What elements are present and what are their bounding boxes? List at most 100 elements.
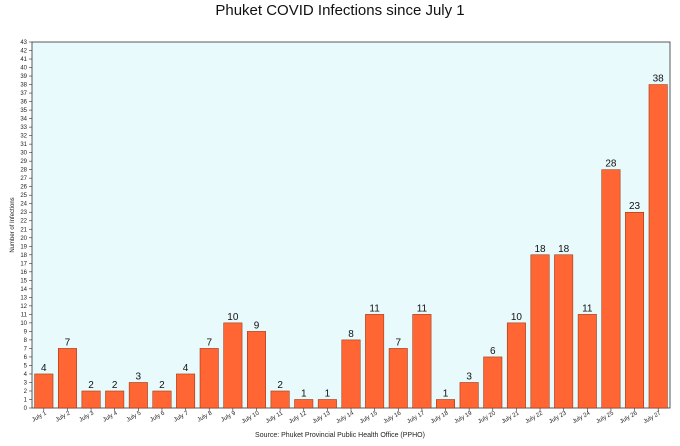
bar — [412, 314, 432, 409]
bar — [530, 254, 550, 409]
y-tick-label: 3 — [24, 380, 28, 386]
bar — [601, 169, 621, 409]
x-tick-label: July 8 — [197, 410, 214, 423]
y-tick-label: 14 — [20, 287, 27, 293]
x-tick-label: July 26 — [619, 410, 639, 425]
x-tick-label: July 23 — [548, 410, 568, 425]
y-tick-label: 33 — [20, 125, 27, 131]
data-label: 10 — [227, 312, 239, 323]
bar — [152, 390, 172, 409]
bar — [341, 339, 361, 409]
data-label: 4 — [41, 363, 47, 374]
x-tick-label: July 24 — [572, 410, 592, 425]
x-tick-label: July 10 — [241, 410, 261, 425]
y-tick-label: 1 — [24, 397, 28, 403]
bar — [436, 399, 455, 409]
y-tick-label: 28 — [20, 168, 27, 174]
data-label: 3 — [136, 371, 142, 382]
y-tick-label: 35 — [20, 108, 27, 114]
y-axis-title: Number of Infections — [10, 197, 16, 252]
data-label: 38 — [653, 74, 665, 85]
data-label: 11 — [417, 303, 428, 314]
y-tick-label: 13 — [20, 295, 27, 301]
bar — [128, 382, 148, 409]
bar — [176, 373, 196, 409]
bar — [459, 382, 479, 409]
bar — [388, 348, 408, 409]
x-tick-label: July 4 — [102, 410, 119, 423]
data-label: 8 — [348, 329, 354, 340]
y-tick-label: 42 — [20, 49, 27, 55]
data-label: 2 — [277, 380, 283, 391]
y-tick-label: 4 — [24, 372, 28, 378]
bar — [294, 399, 314, 409]
y-tick-label: 38 — [20, 83, 27, 89]
data-label: 11 — [582, 303, 593, 314]
x-tick-label: July 1 — [31, 410, 48, 423]
y-tick-label: 22 — [20, 219, 27, 225]
y-axis: 0123456789101112131415161718192021222324… — [20, 40, 32, 412]
bar — [247, 331, 266, 409]
data-label: 10 — [511, 312, 523, 323]
y-tick-label: 11 — [21, 312, 28, 318]
x-tick-label: July 9 — [220, 410, 237, 423]
x-tick-label: July 18 — [430, 410, 450, 425]
y-tick-label: 30 — [20, 151, 27, 157]
data-label: 18 — [534, 244, 546, 255]
bar — [105, 390, 125, 409]
y-tick-label: 37 — [20, 91, 27, 97]
y-tick-label: 34 — [20, 117, 27, 123]
data-label: 18 — [558, 244, 570, 255]
x-tick-label: July 15 — [359, 410, 379, 425]
data-label: 7 — [395, 337, 401, 348]
data-label: 1 — [443, 388, 449, 399]
data-label: 6 — [490, 346, 496, 357]
bar — [506, 322, 526, 409]
bar — [81, 390, 101, 409]
x-tick-label: July 12 — [288, 410, 308, 425]
x-tick-label: July 11 — [265, 410, 285, 425]
y-tick-label: 9 — [24, 329, 28, 335]
y-tick-label: 31 — [20, 142, 27, 148]
bar — [577, 314, 597, 409]
y-tick-label: 20 — [20, 236, 27, 242]
data-label: 4 — [183, 363, 189, 374]
y-tick-label: 15 — [20, 278, 27, 284]
x-tick-label: July 2 — [55, 410, 72, 423]
x-axis: July 1 July 2 July 3 July 4 July 5 July 6 July… — [31, 408, 663, 425]
data-label: 1 — [301, 388, 307, 399]
source-note: Source: Phuket Provincial Public Health … — [255, 432, 425, 439]
y-tick-label: 6 — [24, 355, 28, 361]
data-label: 2 — [159, 380, 165, 391]
y-tick-label: 36 — [20, 100, 27, 106]
bars — [34, 84, 668, 409]
y-tick-label: 5 — [24, 363, 28, 369]
data-label: 23 — [629, 201, 641, 212]
x-tick-label: July 6 — [149, 410, 166, 423]
x-tick-label: July 19 — [454, 410, 474, 425]
y-tick-label: 41 — [20, 57, 27, 63]
y-tick-label: 29 — [20, 159, 27, 165]
bar — [317, 399, 337, 409]
y-tick-label: 24 — [20, 202, 27, 208]
data-label: 2 — [112, 380, 118, 391]
bar — [34, 373, 54, 409]
y-tick-label: 40 — [20, 66, 27, 72]
bar — [483, 356, 503, 409]
y-tick-label: 32 — [20, 134, 27, 140]
chart-title: Phuket COVID Infections since July 1 — [215, 2, 465, 19]
x-tick-label: July 16 — [383, 410, 403, 425]
y-tick-label: 16 — [20, 270, 27, 276]
x-tick-label: July 14 — [336, 410, 356, 425]
data-label: 7 — [206, 337, 212, 348]
y-tick-label: 23 — [20, 210, 27, 216]
data-label: 28 — [605, 159, 617, 170]
bar — [365, 314, 385, 409]
y-tick-label: 27 — [20, 176, 27, 182]
y-tick-label: 43 — [20, 40, 27, 46]
bar — [625, 211, 645, 409]
x-tick-label: July 17 — [406, 410, 426, 425]
y-tick-label: 8 — [24, 338, 28, 344]
